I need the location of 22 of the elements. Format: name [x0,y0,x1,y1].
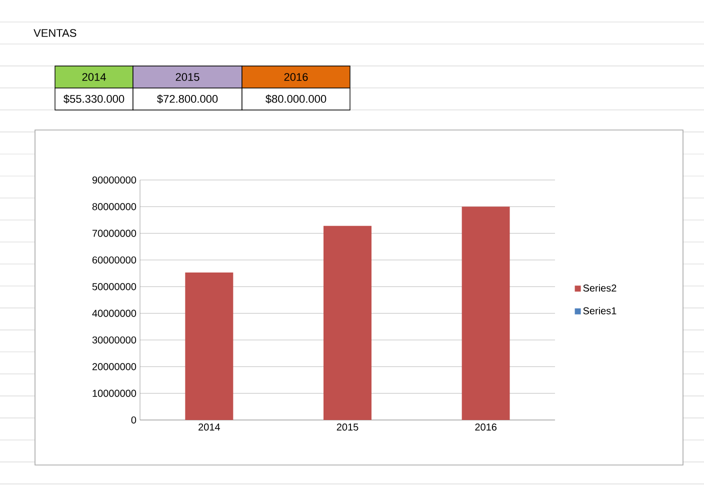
text: $55.330.000 [64,94,124,104]
x-tick-label: 2015 [336,424,358,431]
category-label: 2014 [82,73,106,81]
category-label: 2016 [284,73,308,81]
x-tick-label: 2016 [475,424,497,431]
text: $80.000.000 [266,94,326,104]
x-tick-label: 2014 [198,424,220,431]
y-tick-label: 0 [131,416,136,424]
chart-title: VENTAS [34,29,76,37]
legend-label: Series1 [583,306,616,314]
y-tick-label: 10000000 [92,390,136,397]
text: $72.800.000 [157,94,218,104]
category-label: 2015 [176,73,200,81]
legend-label: Series2 [583,284,616,292]
y-tick-label: 60000000 [92,256,136,264]
y-tick-label: 90000000 [92,176,136,184]
y-tick-label: 70000000 [92,230,136,237]
y-tick-label: 50000000 [92,283,136,290]
y-tick-label: 20000000 [92,363,136,370]
y-tick-label: 40000000 [92,310,136,317]
y-tick-label: 30000000 [92,336,136,344]
y-tick-label: 80000000 [92,203,136,210]
